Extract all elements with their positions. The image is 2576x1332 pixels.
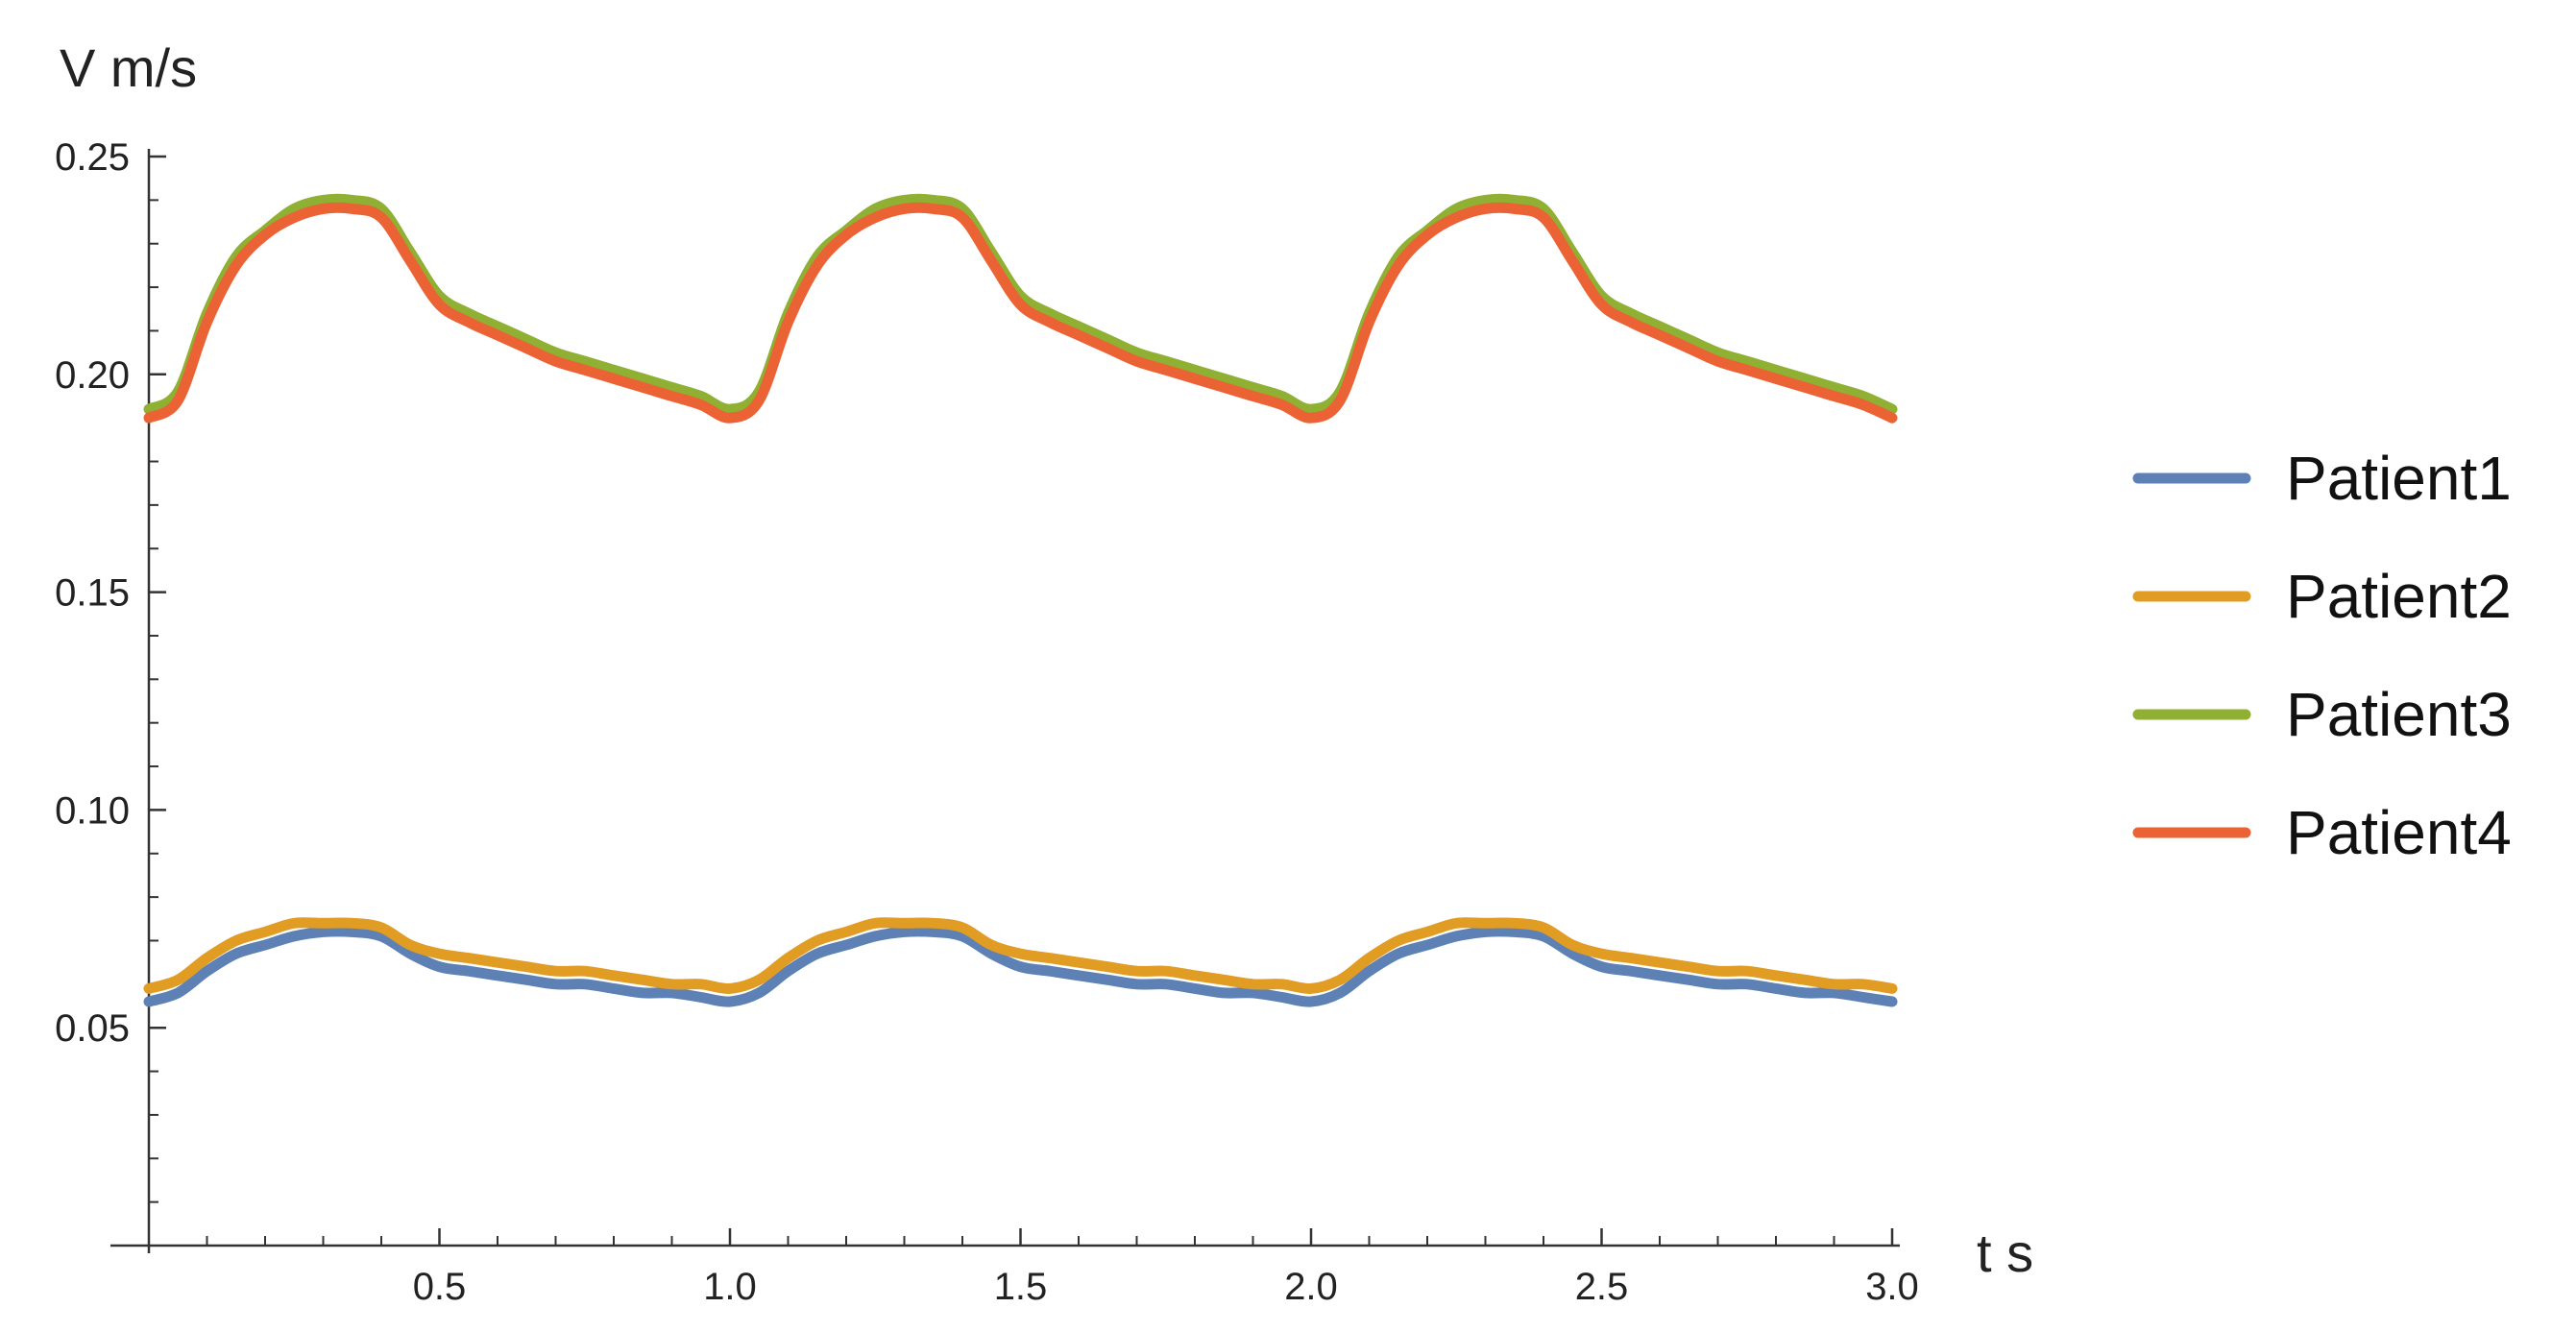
legend: Patient1 Patient2 Patient3 Patient4: [2132, 444, 2512, 867]
y-tick-label: 0.20: [55, 354, 130, 397]
y-tick-label: 0.25: [55, 136, 130, 179]
legend-label: Patient2: [2286, 562, 2512, 631]
series-line-patient2: [143, 917, 1898, 994]
legend-label: Patient3: [2286, 680, 2512, 749]
x-tick-label: 3.0: [1865, 1266, 1919, 1308]
series-line-patient1: [143, 926, 1898, 1007]
x-tick-label: 1.0: [703, 1266, 757, 1308]
series-line-patient3: [143, 193, 1898, 415]
x-tick-label: 0.5: [413, 1266, 467, 1308]
y-tick-label: 0.05: [55, 1007, 130, 1050]
y-tick-label: 0.10: [55, 789, 130, 832]
legend-label: Patient1: [2286, 444, 2512, 513]
y-axis-label: V m/s: [60, 37, 197, 98]
x-tick-label: 1.5: [994, 1266, 1048, 1308]
x-tick-label: 2.5: [1575, 1266, 1629, 1308]
series-line-patient4: [143, 202, 1898, 424]
y-tick-label: 0.15: [55, 572, 130, 615]
x-tick-label: 2.0: [1284, 1266, 1338, 1308]
axes: 0.5 1.0 1.5 2.0 2.5 3.0 0.05 0.10 0.15 0.20 0.25: [55, 136, 1919, 1308]
x-axis-label: t s: [1977, 1223, 2033, 1283]
series-lines: [143, 193, 1898, 1007]
legend-label: Patient4: [2286, 798, 2512, 867]
